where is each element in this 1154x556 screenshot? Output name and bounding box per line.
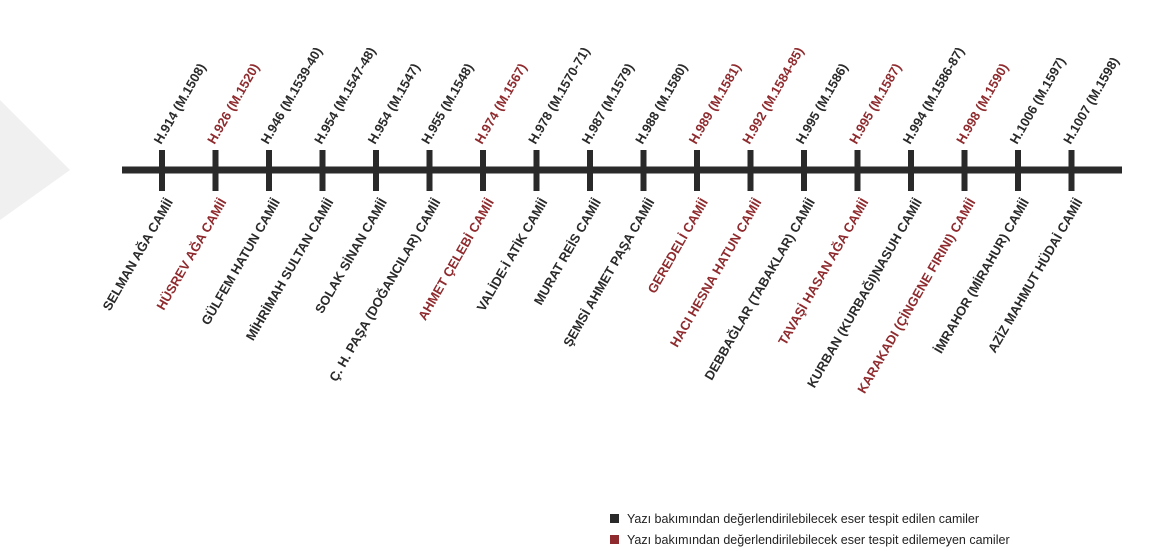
timeline-date-label: H.987 (M.1579): [579, 61, 637, 147]
timeline-date-label: H.995 (M.1586): [793, 61, 851, 147]
timeline-mosque-name: DEBBAĞLAR (TABAKLAR) CAMİİ: [701, 196, 817, 383]
timeline-mosque-name: İMRAHOR (MİRAHUR) CAMİİ: [931, 196, 1032, 356]
timeline-date-label: H.914 (M.1508): [151, 61, 209, 147]
timeline-mosque-name: KURBAN (KURBAĞI)NASUH CAMİİ: [804, 196, 925, 391]
timeline-date-label: H.926 (M.1520): [204, 61, 262, 147]
legend-item: Yazı bakımından değerlendirilebilecek es…: [610, 508, 1010, 529]
legend-label: Yazı bakımından değerlendirilebilecek es…: [627, 511, 980, 526]
legend-label: Yazı bakımından değerlendirilebilecek es…: [627, 532, 1010, 547]
timeline-mosque-name: HACI HESNA HATUN CAMİİ: [667, 196, 764, 350]
timeline-mosque-name: KARAKADI (ÇİNGENE FIRINI) CAMİİ: [854, 196, 978, 396]
timeline-mosque-name: Ç. H. PAŞA (DOĞANCILAR) CAMİİ: [326, 196, 443, 384]
legend: Yazı bakımından değerlendirilebilecek es…: [610, 508, 1010, 550]
timeline-date-label: H.954 (M.1547): [365, 61, 423, 147]
timeline-date-label: H.989 (M.1581): [686, 61, 744, 147]
legend-item: Yazı bakımından değerlendirilebilecek es…: [610, 529, 1010, 550]
legend-swatch-red: [610, 535, 619, 544]
timeline-date-label: H.998 (M.1590): [953, 61, 1011, 147]
timeline-date-label: H.988 (M.1580): [632, 61, 690, 147]
timeline-mosque-name: TAVAŞİ HASAN AĞA CAMİİ: [775, 196, 871, 348]
timeline-mosque-name: AZİZ MAHMUT HÜDAİ CAMİİ: [985, 196, 1086, 355]
timeline-date-label: H.995 (M.1587): [846, 61, 904, 147]
timeline-mosque-name: GEREDELİ CAMİİ: [644, 196, 710, 296]
timeline-date-label: H.1006 (M.1597): [1007, 55, 1069, 147]
timeline-date-label: H.1007 (M.1598): [1060, 55, 1122, 147]
timeline-date-label: H.955 (M.1548): [418, 61, 476, 147]
timeline-mosque-name: ŞEMSİ AHMET PAŞA CAMİİ: [560, 196, 657, 349]
watermark-shape: [0, 100, 70, 220]
legend-swatch-dark: [610, 514, 619, 523]
timeline-date-label: H.974 (M.1567): [472, 61, 530, 147]
